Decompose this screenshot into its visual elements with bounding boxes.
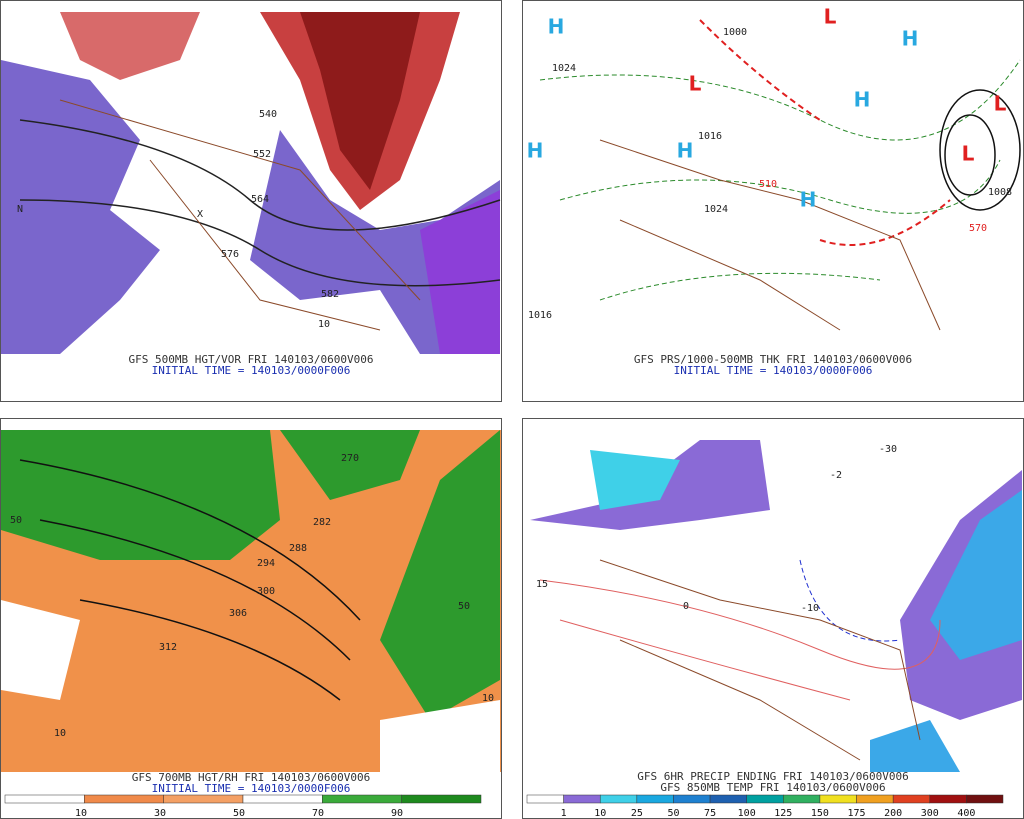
map-label: L bbox=[962, 142, 975, 166]
legend-label: 30 bbox=[154, 808, 166, 819]
caption: GFS 500MB HGT/VOR FRI 140103/0600V006 bbox=[128, 353, 373, 366]
map-label: 50 bbox=[10, 515, 22, 526]
map-label: X bbox=[197, 209, 203, 220]
map-label: 270 bbox=[341, 453, 359, 464]
legend-label: 90 bbox=[391, 808, 403, 819]
legend-swatch bbox=[929, 794, 967, 804]
legend-label: 50 bbox=[667, 808, 679, 819]
map-label: -2 bbox=[830, 470, 842, 481]
legend-label: 400 bbox=[957, 808, 975, 819]
legend-swatch bbox=[966, 794, 1004, 804]
map-label: -10 bbox=[801, 603, 819, 614]
legend-label: 75 bbox=[704, 808, 716, 819]
map-label: 312 bbox=[159, 642, 177, 653]
map-label: 10 bbox=[54, 728, 66, 739]
map-label: H bbox=[854, 88, 871, 112]
legend-swatch bbox=[84, 794, 164, 804]
legend-swatch bbox=[163, 794, 244, 804]
map-label: 564 bbox=[251, 194, 269, 205]
map-label: L bbox=[994, 92, 1007, 116]
map-label: H bbox=[902, 27, 919, 51]
caption: GFS 6HR PRECIP ENDING FRI 140103/0600V00… bbox=[637, 770, 909, 783]
legend-label: 100 bbox=[738, 808, 756, 819]
map-label: H bbox=[677, 139, 694, 163]
map-label: H bbox=[548, 15, 565, 39]
legend-swatch bbox=[819, 794, 857, 804]
map-pressure bbox=[523, 12, 1023, 354]
map-label: 306 bbox=[229, 608, 247, 619]
map-label: 10 bbox=[482, 693, 494, 704]
legend-label: 175 bbox=[848, 808, 866, 819]
legend-label: 125 bbox=[774, 808, 792, 819]
legend-label: 300 bbox=[921, 808, 939, 819]
legend-swatch bbox=[526, 794, 564, 804]
legend-swatch bbox=[673, 794, 711, 804]
map-500mb bbox=[1, 12, 501, 354]
map-label: 510 bbox=[759, 179, 777, 190]
legend-swatch bbox=[401, 794, 482, 804]
map-label: 1000 bbox=[723, 27, 747, 38]
map-label: 1016 bbox=[698, 131, 722, 142]
map-precip bbox=[523, 430, 1023, 772]
legend-label: 25 bbox=[631, 808, 643, 819]
map-label: L bbox=[824, 5, 837, 29]
subcaption: INITIAL TIME = 140103/0000F006 bbox=[674, 364, 873, 377]
map-label: N bbox=[17, 204, 23, 215]
map-700mb bbox=[1, 430, 501, 772]
legend-swatch bbox=[892, 794, 931, 804]
legend-swatch bbox=[856, 794, 894, 804]
map-label: 50 bbox=[458, 601, 470, 612]
map-label: H bbox=[527, 139, 544, 163]
legend-label: 10 bbox=[594, 808, 606, 819]
map-label: -30 bbox=[879, 444, 897, 455]
legend-swatch bbox=[709, 794, 747, 804]
subcaption: INITIAL TIME = 140103/0000F006 bbox=[152, 782, 351, 795]
legend-swatch bbox=[242, 794, 323, 804]
legend-label: 10 bbox=[75, 808, 87, 819]
map-label: 15 bbox=[536, 579, 548, 590]
caption: GFS 700MB HGT/RH FRI 140103/0600V006 bbox=[132, 771, 370, 784]
map-label: 0 bbox=[683, 601, 689, 612]
map-label: 294 bbox=[257, 558, 275, 569]
map-label: 1016 bbox=[528, 310, 552, 321]
legend-swatch bbox=[4, 794, 85, 804]
legend-label: 150 bbox=[811, 808, 829, 819]
legend-swatch bbox=[563, 794, 601, 804]
map-label: 288 bbox=[289, 543, 307, 554]
legend-swatch bbox=[783, 794, 821, 804]
map-label: 576 bbox=[221, 249, 239, 260]
map-label: L bbox=[689, 72, 702, 96]
map-label: 1008 bbox=[988, 187, 1012, 198]
legend-swatch bbox=[746, 794, 784, 804]
map-label: 300 bbox=[257, 586, 275, 597]
legend-label: 1 bbox=[561, 808, 567, 819]
subcaption: INITIAL TIME = 140103/0000F006 bbox=[152, 364, 351, 377]
legend-label: 70 bbox=[312, 808, 324, 819]
map-label: 540 bbox=[259, 109, 277, 120]
map-label: 570 bbox=[969, 223, 987, 234]
map-label: 1024 bbox=[704, 204, 728, 215]
map-label: H bbox=[800, 188, 817, 212]
caption: GFS PRS/1000-500MB THK FRI 140103/0600V0… bbox=[634, 353, 912, 366]
map-label: 582 bbox=[321, 289, 339, 300]
map-label: 10 bbox=[318, 319, 330, 330]
legend-swatch bbox=[599, 794, 638, 804]
legend-label: 200 bbox=[884, 808, 902, 819]
map-label: 552 bbox=[253, 149, 271, 160]
legend-swatch bbox=[322, 794, 402, 804]
legend-swatch bbox=[636, 794, 674, 804]
legend-label: 50 bbox=[233, 808, 245, 819]
map-label: 282 bbox=[313, 517, 331, 528]
subcaption: GFS 850MB TEMP FRI 140103/0600V006 bbox=[660, 781, 885, 794]
map-label: 1024 bbox=[552, 63, 576, 74]
